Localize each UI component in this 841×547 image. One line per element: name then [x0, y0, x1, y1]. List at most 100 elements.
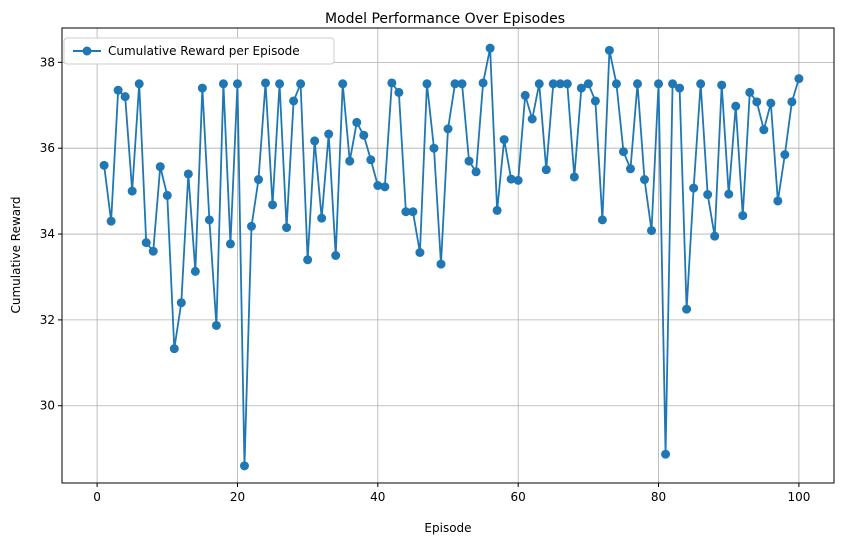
data-point	[303, 255, 313, 265]
x-axis-ticks: 0 20 40 60 80 100	[93, 483, 810, 504]
x-tick-label: 100	[787, 490, 810, 504]
data-point	[275, 79, 285, 89]
y-tick-label: 32	[40, 313, 55, 327]
data-point	[562, 79, 572, 89]
data-point	[534, 79, 544, 89]
data-point	[682, 304, 692, 314]
data-point	[675, 83, 685, 93]
data-point	[457, 79, 467, 89]
data-point	[471, 167, 481, 177]
data-point	[429, 143, 439, 153]
y-axis-ticks: 30 32 34 36 38	[40, 55, 62, 413]
data-point	[218, 79, 228, 89]
data-point	[317, 213, 327, 223]
data-point	[661, 449, 671, 459]
data-point	[548, 79, 558, 89]
data-point	[492, 205, 502, 215]
data-point	[618, 147, 628, 157]
data-point	[668, 79, 678, 89]
data-point	[611, 79, 621, 89]
x-tick-label: 20	[230, 490, 245, 504]
data-point	[331, 251, 341, 260]
data-point	[478, 78, 488, 88]
data-point	[359, 130, 369, 140]
data-point	[436, 259, 446, 269]
data-point	[485, 43, 495, 53]
legend-label: Cumulative Reward per Episode	[108, 44, 300, 58]
data-point	[162, 190, 172, 200]
data-point	[380, 182, 390, 192]
data-point	[296, 79, 306, 89]
data-point	[204, 215, 214, 225]
x-tick-label: 80	[651, 490, 666, 504]
data-point	[422, 79, 432, 89]
data-point	[408, 207, 418, 217]
reward-line	[103, 47, 800, 467]
data-point	[443, 124, 453, 134]
data-point	[625, 164, 635, 174]
data-point	[794, 74, 804, 84]
data-point	[113, 85, 123, 95]
data-point	[225, 239, 235, 249]
data-point	[373, 181, 383, 191]
data-point	[766, 98, 776, 108]
data-point	[141, 238, 151, 248]
data-point	[597, 215, 607, 225]
y-tick-label: 34	[40, 227, 55, 241]
data-point	[239, 461, 249, 471]
data-point	[506, 174, 516, 184]
y-tick-label: 30	[40, 399, 55, 413]
data-point	[176, 298, 186, 308]
data-point	[576, 83, 586, 93]
data-point	[310, 136, 320, 146]
data-point	[703, 190, 713, 200]
x-tick-label: 0	[93, 490, 101, 504]
data-point	[190, 266, 200, 276]
chart-title: Model Performance Over Episodes	[325, 11, 565, 27]
data-point	[345, 156, 355, 166]
data-point	[254, 175, 264, 185]
data-point	[387, 78, 397, 88]
data-point	[590, 96, 600, 106]
data-point	[134, 79, 144, 89]
data-point	[555, 79, 565, 89]
x-axis-title: Episode	[424, 521, 471, 535]
data-point	[127, 186, 137, 196]
data-point	[647, 226, 657, 236]
y-tick-label: 38	[40, 55, 55, 69]
data-point	[415, 248, 425, 257]
data-point	[261, 78, 271, 88]
data-point	[569, 172, 579, 182]
x-tick-label: 60	[511, 490, 526, 504]
data-point	[366, 155, 376, 165]
data-point	[232, 79, 242, 89]
data-point	[155, 162, 165, 172]
data-point	[759, 125, 769, 135]
legend: Cumulative Reward per Episode	[63, 37, 335, 65]
data-point	[710, 231, 720, 241]
data-point	[211, 320, 221, 330]
data-point	[752, 97, 762, 107]
data-point	[352, 117, 362, 127]
data-point	[745, 87, 755, 97]
data-point	[583, 79, 593, 89]
data-point	[106, 216, 116, 226]
data-point	[604, 45, 614, 55]
data-point	[268, 200, 278, 210]
data-point	[527, 114, 537, 124]
plot-frame	[61, 27, 835, 484]
data-point	[120, 92, 130, 102]
data-point	[731, 101, 741, 111]
data-point	[640, 175, 650, 185]
data-point	[773, 196, 783, 206]
data-point	[169, 344, 179, 354]
data-point	[338, 79, 348, 89]
y-axis-title: Cumulative Reward	[9, 197, 23, 314]
data-point	[541, 165, 551, 175]
data-point	[787, 97, 797, 107]
data-point	[394, 87, 404, 97]
data-point	[282, 223, 292, 233]
y-tick-label: 36	[40, 141, 55, 155]
data-point	[464, 156, 474, 166]
